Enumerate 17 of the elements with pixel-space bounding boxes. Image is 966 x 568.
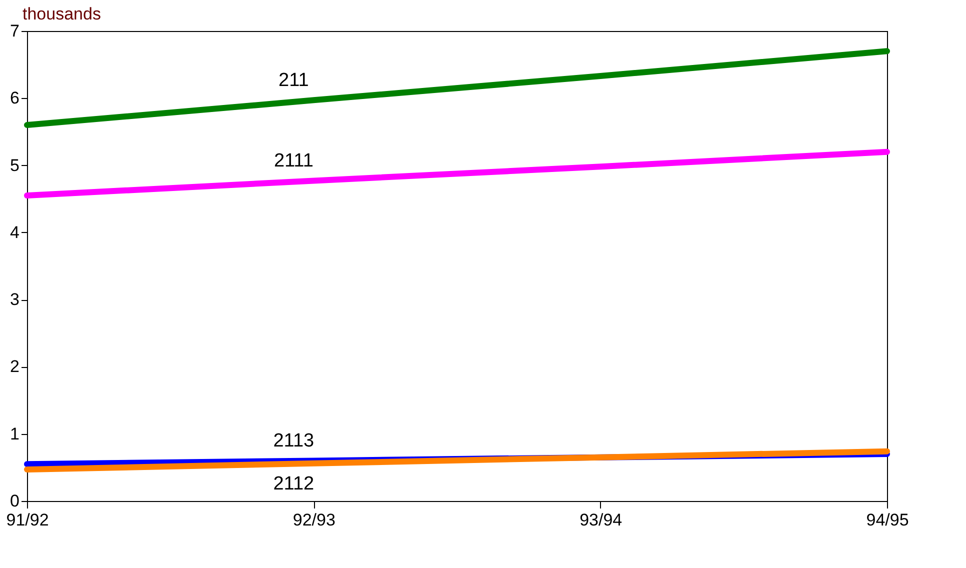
series-label: 211	[278, 70, 309, 92]
x-tick-label: 94/95	[866, 510, 909, 530]
series-label: 2113	[273, 430, 314, 452]
y-tick-label: 1	[10, 424, 20, 444]
y-tick-label: 4	[10, 222, 20, 242]
y-tick-label: 5	[10, 156, 20, 175]
y-tick-label: 2	[10, 357, 20, 376]
series-label: 2111	[274, 150, 314, 172]
y-tick-label: 0	[10, 492, 20, 510]
y-axis-title: thousands	[22, 4, 101, 24]
y-tick-label: 3	[10, 290, 20, 310]
x-tick-label: 93/94	[580, 510, 622, 530]
y-tick-label: 7	[10, 22, 20, 40]
y-tick-label: 6	[10, 88, 20, 108]
x-tick-label: 91/92	[6, 510, 49, 530]
series-label: 2112	[273, 473, 314, 494]
x-tick-label: 92/93	[292, 510, 336, 530]
